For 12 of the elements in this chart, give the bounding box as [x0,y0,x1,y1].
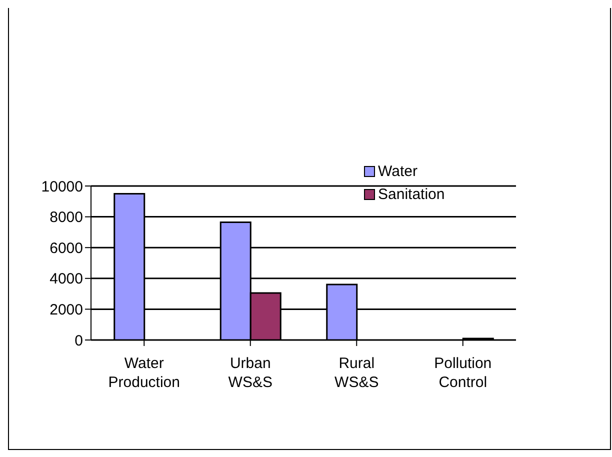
y-tick-label: 6000 [50,240,83,257]
y-tick-label: 10000 [41,178,83,196]
y-tick-label: 8000 [50,209,83,226]
legend-label: Water [378,163,418,180]
y-tick-label: 4000 [50,270,83,288]
x-tick-label: Rural WS&S [334,355,379,391]
y-tick-label: 0 [74,332,83,350]
legend-label: Sanitation [378,186,445,203]
y-tick-label: 2000 [50,302,83,319]
x-tick-label: Water Production [108,355,180,391]
x-tick-label: Pollution Control [434,355,492,391]
x-tick-label: Urban WS&S [228,355,272,391]
